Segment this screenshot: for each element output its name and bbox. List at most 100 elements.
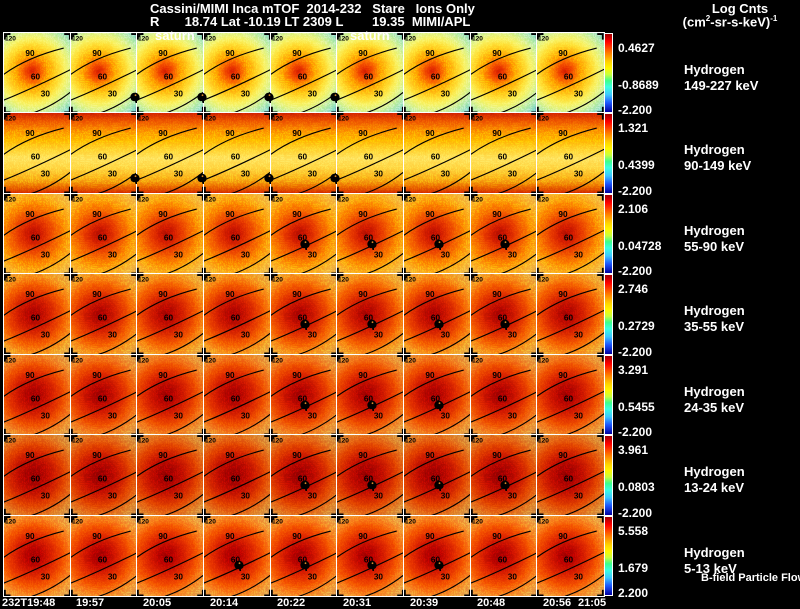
svg-text:120: 120 <box>205 116 216 123</box>
svg-text:30: 30 <box>174 170 184 179</box>
svg-text:120: 120 <box>538 357 549 364</box>
svg-text:30: 30 <box>41 250 51 259</box>
svg-text:120: 120 <box>405 357 416 364</box>
svg-text:90: 90 <box>92 451 102 460</box>
svg-text:60: 60 <box>98 72 108 81</box>
svg-text:120: 120 <box>405 197 416 204</box>
svg-text:60: 60 <box>498 555 508 564</box>
svg-text:90: 90 <box>225 49 235 58</box>
svg-text:60: 60 <box>564 72 574 81</box>
svg-text:120: 120 <box>538 197 549 204</box>
svg-text:90: 90 <box>425 451 435 460</box>
svg-text:30: 30 <box>241 331 251 340</box>
svg-text:90: 90 <box>425 290 435 299</box>
svg-text:90: 90 <box>559 451 569 460</box>
svg-text:60: 60 <box>98 555 108 564</box>
svg-text:60: 60 <box>231 72 241 81</box>
svg-text:120: 120 <box>205 438 216 445</box>
svg-text:90: 90 <box>359 532 369 541</box>
svg-text:30: 30 <box>174 331 184 340</box>
svg-text:60: 60 <box>164 314 174 323</box>
svg-text:30: 30 <box>241 411 251 420</box>
svg-text:60: 60 <box>98 314 108 323</box>
svg-text:90: 90 <box>492 371 502 380</box>
svg-text:120: 120 <box>405 116 416 123</box>
svg-text:120: 120 <box>538 438 549 445</box>
svg-text:120: 120 <box>405 518 416 525</box>
svg-text:60: 60 <box>31 233 41 242</box>
svg-text:90: 90 <box>292 371 302 380</box>
svg-text:120: 120 <box>538 518 549 525</box>
svg-text:120: 120 <box>472 277 483 284</box>
svg-text:120: 120 <box>538 277 549 284</box>
svg-text:60: 60 <box>164 475 174 484</box>
svg-text:90: 90 <box>292 49 302 58</box>
svg-text:60: 60 <box>431 72 441 81</box>
svg-text:60: 60 <box>164 72 174 81</box>
svg-text:120: 120 <box>338 36 349 43</box>
svg-text:30: 30 <box>374 89 384 98</box>
svg-text:120: 120 <box>5 518 16 525</box>
svg-text:60: 60 <box>231 153 241 162</box>
svg-text:120: 120 <box>472 518 483 525</box>
svg-text:30: 30 <box>107 89 117 98</box>
svg-text:90: 90 <box>225 371 235 380</box>
svg-text:30: 30 <box>41 572 51 581</box>
svg-text:90: 90 <box>292 129 302 138</box>
svg-text:120: 120 <box>272 277 283 284</box>
svg-text:120: 120 <box>5 277 16 284</box>
svg-text:60: 60 <box>564 314 574 323</box>
svg-text:30: 30 <box>507 411 517 420</box>
svg-text:120: 120 <box>138 357 149 364</box>
svg-text:30: 30 <box>107 331 117 340</box>
svg-text:30: 30 <box>574 89 584 98</box>
svg-text:90: 90 <box>492 290 502 299</box>
svg-text:30: 30 <box>174 250 184 259</box>
svg-text:120: 120 <box>405 277 416 284</box>
svg-text:60: 60 <box>98 233 108 242</box>
svg-text:30: 30 <box>41 331 51 340</box>
svg-text:90: 90 <box>25 532 35 541</box>
svg-text:120: 120 <box>72 438 83 445</box>
svg-text:30: 30 <box>107 411 117 420</box>
svg-text:60: 60 <box>231 394 241 403</box>
svg-text:30: 30 <box>574 572 584 581</box>
svg-text:90: 90 <box>425 129 435 138</box>
svg-text:120: 120 <box>138 116 149 123</box>
svg-text:60: 60 <box>231 314 241 323</box>
svg-text:60: 60 <box>298 72 308 81</box>
svg-text:30: 30 <box>174 89 184 98</box>
svg-text:60: 60 <box>231 233 241 242</box>
svg-text:90: 90 <box>25 290 35 299</box>
svg-text:120: 120 <box>205 36 216 43</box>
svg-text:90: 90 <box>159 129 169 138</box>
svg-text:120: 120 <box>338 116 349 123</box>
svg-text:90: 90 <box>92 371 102 380</box>
svg-text:120: 120 <box>472 357 483 364</box>
svg-text:30: 30 <box>41 492 51 501</box>
svg-text:30: 30 <box>174 492 184 501</box>
svg-text:90: 90 <box>225 210 235 219</box>
svg-text:120: 120 <box>472 116 483 123</box>
svg-text:30: 30 <box>241 170 251 179</box>
svg-text:90: 90 <box>25 49 35 58</box>
svg-text:30: 30 <box>574 411 584 420</box>
svg-text:30: 30 <box>307 89 317 98</box>
svg-text:90: 90 <box>292 451 302 460</box>
svg-text:90: 90 <box>359 290 369 299</box>
svg-text:120: 120 <box>5 36 16 43</box>
svg-text:90: 90 <box>159 371 169 380</box>
svg-text:90: 90 <box>25 129 35 138</box>
svg-text:120: 120 <box>205 357 216 364</box>
svg-text:30: 30 <box>107 492 117 501</box>
svg-text:30: 30 <box>574 492 584 501</box>
svg-text:120: 120 <box>405 36 416 43</box>
svg-text:60: 60 <box>164 394 174 403</box>
svg-text:90: 90 <box>159 290 169 299</box>
svg-text:120: 120 <box>205 277 216 284</box>
svg-text:90: 90 <box>359 129 369 138</box>
svg-text:120: 120 <box>472 36 483 43</box>
svg-text:120: 120 <box>72 277 83 284</box>
svg-text:120: 120 <box>72 357 83 364</box>
svg-text:90: 90 <box>92 290 102 299</box>
